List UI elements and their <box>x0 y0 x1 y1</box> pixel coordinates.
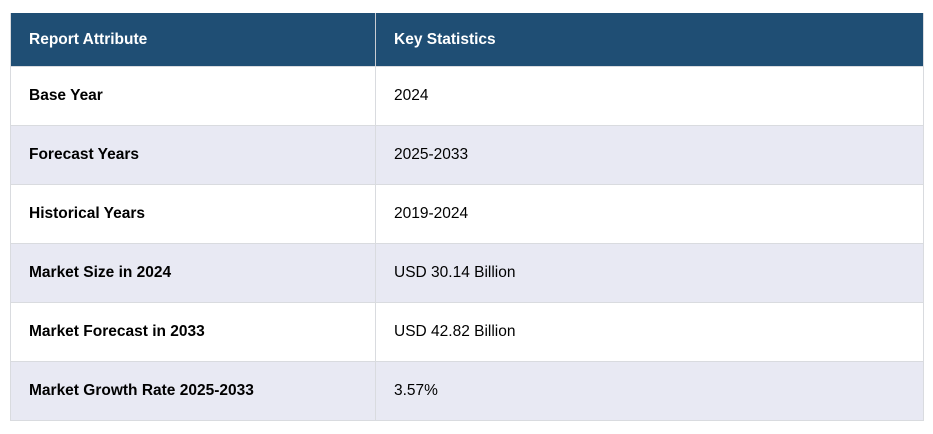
column-header-label: Key Statistics <box>394 30 496 48</box>
value-cell: 3.57% <box>376 362 923 420</box>
table-row: Market Size in 2024 USD 30.14 Billion <box>11 243 923 302</box>
value-cell: 2019-2024 <box>376 185 923 243</box>
value-text: 2024 <box>394 87 429 104</box>
attribute-cell: Forecast Years <box>11 126 376 184</box>
attribute-label: Forecast Years <box>29 146 140 163</box>
column-header-report-attribute: Report Attribute <box>11 13 376 66</box>
attribute-cell: Market Forecast in 2033 <box>11 303 376 361</box>
table-header-row: Report Attribute Key Statistics <box>11 13 923 66</box>
value-cell: 2025-2033 <box>376 126 923 184</box>
table-row: Market Growth Rate 2025-2033 3.57% <box>11 361 923 420</box>
table-row: Historical Years 2019-2024 <box>11 184 923 243</box>
attribute-cell: Base Year <box>11 67 376 125</box>
value-cell: 2024 <box>376 67 923 125</box>
attribute-label: Market Forecast in 2033 <box>29 323 205 340</box>
table-row: Base Year 2024 <box>11 66 923 125</box>
column-header-label: Report Attribute <box>29 30 148 48</box>
column-header-key-statistics: Key Statistics <box>376 13 923 66</box>
table-row: Forecast Years 2025-2033 <box>11 125 923 184</box>
attribute-label: Market Growth Rate 2025-2033 <box>29 382 254 399</box>
value-text: 2025-2033 <box>394 146 469 163</box>
value-text: USD 30.14 Billion <box>394 264 516 281</box>
attribute-cell: Market Growth Rate 2025-2033 <box>11 362 376 420</box>
table-row: Market Forecast in 2033 USD 42.82 Billio… <box>11 302 923 361</box>
report-summary-table: Report Attribute Key Statistics Base Yea… <box>10 13 924 421</box>
attribute-label: Base Year <box>29 87 103 104</box>
attribute-cell: Historical Years <box>11 185 376 243</box>
value-cell: USD 42.82 Billion <box>376 303 923 361</box>
value-text: USD 42.82 Billion <box>394 323 516 340</box>
attribute-label: Market Size in 2024 <box>29 264 172 281</box>
attribute-label: Historical Years <box>29 205 146 222</box>
value-text: 2019-2024 <box>394 205 469 222</box>
value-cell: USD 30.14 Billion <box>376 244 923 302</box>
value-text: 3.57% <box>394 382 438 399</box>
attribute-cell: Market Size in 2024 <box>11 244 376 302</box>
